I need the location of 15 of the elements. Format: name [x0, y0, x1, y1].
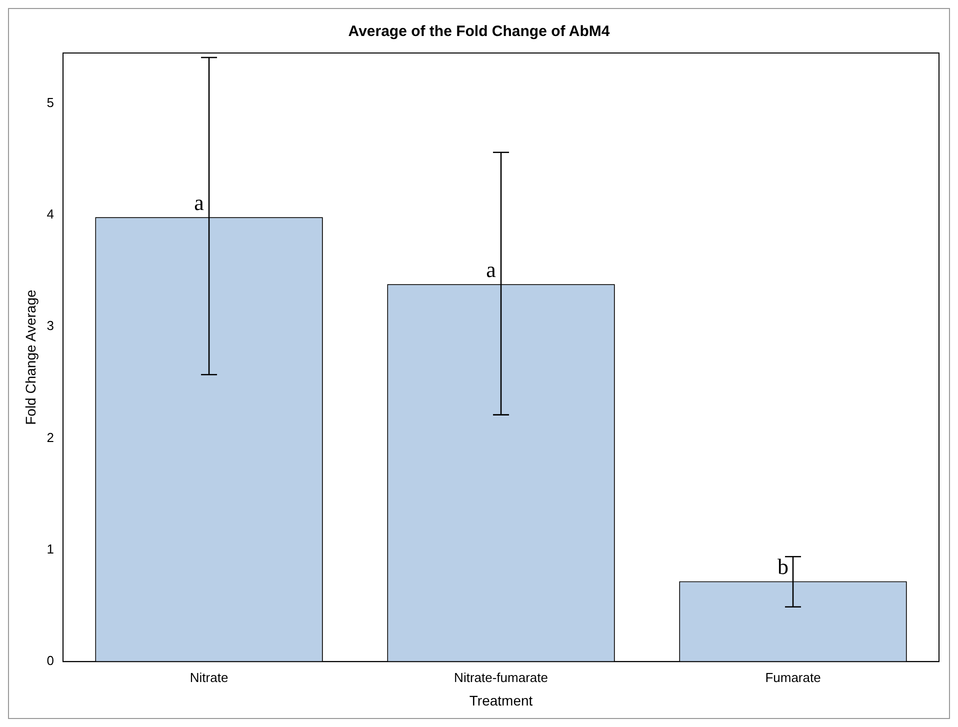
y-tick-label: 5	[46, 94, 54, 110]
y-tick-label: 3	[46, 318, 54, 334]
x-axis-title: Treatment	[469, 692, 533, 708]
x-tick-label: Fumarate	[765, 670, 821, 685]
annotation: b	[778, 554, 789, 579]
chart-title: Average of the Fold Change of AbM4	[348, 23, 610, 40]
annotation: a	[486, 256, 496, 282]
y-axis-title: Fold Change Average	[22, 290, 38, 425]
y-tick-label: 2	[46, 430, 54, 445]
y-tick-label: 4	[46, 206, 54, 222]
x-tick-label: Nitrate-fumarate	[454, 670, 548, 685]
x-tick-label: Nitrate	[190, 670, 228, 685]
annotation: a	[194, 190, 204, 215]
y-tick-label: 1	[46, 542, 54, 557]
y-tick-label: 0	[46, 653, 54, 668]
